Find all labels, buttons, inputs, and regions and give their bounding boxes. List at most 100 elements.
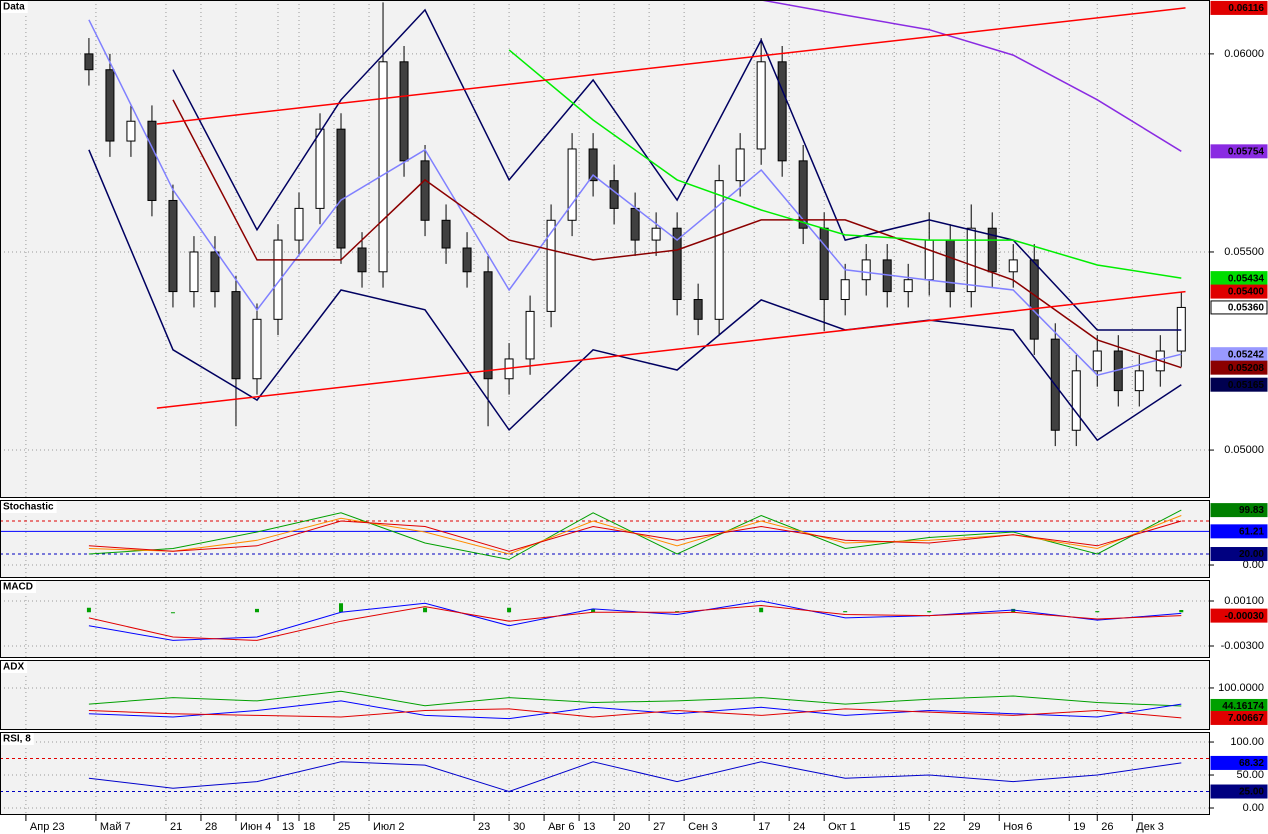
x-tick-label: Сен 3	[688, 821, 717, 833]
x-tick-label: 23	[478, 821, 490, 833]
price-tag-label: 61.21	[1239, 526, 1264, 537]
x-tick-label: 13	[282, 821, 294, 833]
candle-body	[609, 180, 619, 209]
y-tick-label: 0.00	[1243, 559, 1264, 571]
panel	[0, 660, 1210, 730]
candle-body	[840, 279, 850, 301]
panel	[0, 580, 1210, 658]
price-tag	[1210, 524, 1268, 539]
panel-title-box	[1, 1, 28, 13]
x-tick-label: Июл 2	[373, 821, 405, 833]
price-tag-label: 0.05360	[1228, 303, 1265, 314]
price-tag	[1210, 360, 1268, 375]
price-tag-label: 0.05242	[1228, 349, 1265, 360]
y-tick-label: -0.00300	[1221, 640, 1264, 652]
candle-body	[105, 69, 115, 142]
histogram-bar	[759, 607, 764, 613]
panel-title: Stochastic	[3, 502, 54, 513]
panel-title-box	[1, 661, 28, 673]
price-tag-label: 7.00667	[1228, 713, 1265, 724]
y-tick-label: 0.05500	[1224, 246, 1264, 258]
panel-border	[0, 732, 1210, 815]
candle-body	[651, 227, 661, 241]
panel-background	[0, 0, 1210, 498]
indicator-line	[172, 99, 1182, 369]
candle-body	[924, 239, 934, 281]
panel-title-box	[1, 581, 36, 593]
x-tick-label: 22	[933, 821, 945, 833]
panel-background	[0, 660, 1210, 730]
x-tick-label: Окт 1	[828, 821, 856, 833]
price-tag-label: 99.83	[1239, 505, 1264, 516]
candle-body	[252, 318, 262, 380]
histogram-bar	[675, 611, 680, 613]
candle-body	[588, 148, 598, 182]
candle-body	[777, 61, 787, 162]
candle-body	[273, 239, 283, 320]
candle-body	[1029, 259, 1039, 340]
candle-body	[819, 227, 829, 301]
candle-body	[147, 120, 157, 201]
x-tick-label: 24	[793, 821, 805, 833]
indicator-line	[88, 520, 1182, 552]
y-tick-label: 0.05000	[1224, 444, 1264, 456]
candle-body	[483, 271, 493, 380]
x-tick-label: Дек 3	[1136, 821, 1164, 833]
x-tick-label: 26	[1101, 821, 1113, 833]
x-tick-label: 28	[205, 821, 217, 833]
panel-border	[0, 580, 1210, 658]
candle-body	[189, 251, 199, 293]
x-tick-label: Авг 6	[548, 821, 574, 833]
x-tick-label: 27	[653, 821, 665, 833]
histogram-bar	[1011, 608, 1016, 613]
x-tick-label: 29	[968, 821, 980, 833]
panel-border	[0, 0, 1210, 498]
indicator-line	[88, 19, 1182, 377]
candle-body	[126, 120, 136, 142]
candle-body	[693, 299, 703, 320]
price-tag-label: 0.05208	[1228, 363, 1265, 374]
x-tick-label: 21	[170, 821, 182, 833]
candle-body	[567, 148, 577, 221]
x-tick-label: 30	[513, 821, 525, 833]
panel-border	[0, 500, 1210, 578]
price-tag	[1210, 710, 1268, 725]
panel-title: Data	[3, 2, 25, 13]
y-tick-label: 100.00	[1230, 736, 1264, 748]
indicator-line	[88, 690, 1182, 707]
candle-body	[714, 180, 724, 320]
candle-body	[861, 259, 871, 281]
indicator-line	[88, 604, 1182, 641]
candle-body	[903, 279, 913, 293]
panel-title-box	[1, 501, 57, 513]
x-tick-label: 20	[618, 821, 630, 833]
candle-body	[420, 160, 430, 221]
price-tag-label: -0.00030	[1225, 611, 1265, 622]
panel-background	[0, 732, 1210, 815]
price-tag-label: 0.05400	[1228, 287, 1265, 298]
x-tick-label: Май 7	[100, 821, 131, 833]
price-tag	[1210, 377, 1268, 392]
x-tick-label: 18	[303, 821, 315, 833]
price-tag	[1210, 608, 1268, 623]
indicator-line	[88, 708, 1182, 719]
panel-title: ADX	[3, 662, 24, 673]
x-tick-label: 15	[898, 821, 910, 833]
candle-body	[210, 251, 220, 293]
candle-body	[357, 247, 367, 273]
price-tag	[1210, 755, 1268, 770]
x-tick-label: Июн 4	[240, 821, 271, 833]
x-tick-label: Апр 23	[30, 821, 65, 833]
panel	[0, 500, 1210, 578]
candle-body	[987, 227, 997, 273]
price-tag	[1210, 0, 1268, 15]
candle-body	[1134, 370, 1144, 392]
x-tick-label: 17	[758, 821, 770, 833]
candle-body	[546, 219, 556, 312]
candle-body	[1176, 306, 1186, 352]
candle-body	[378, 61, 388, 273]
candle-body	[525, 310, 535, 360]
price-tag	[1210, 144, 1268, 159]
candle-body	[630, 207, 640, 241]
